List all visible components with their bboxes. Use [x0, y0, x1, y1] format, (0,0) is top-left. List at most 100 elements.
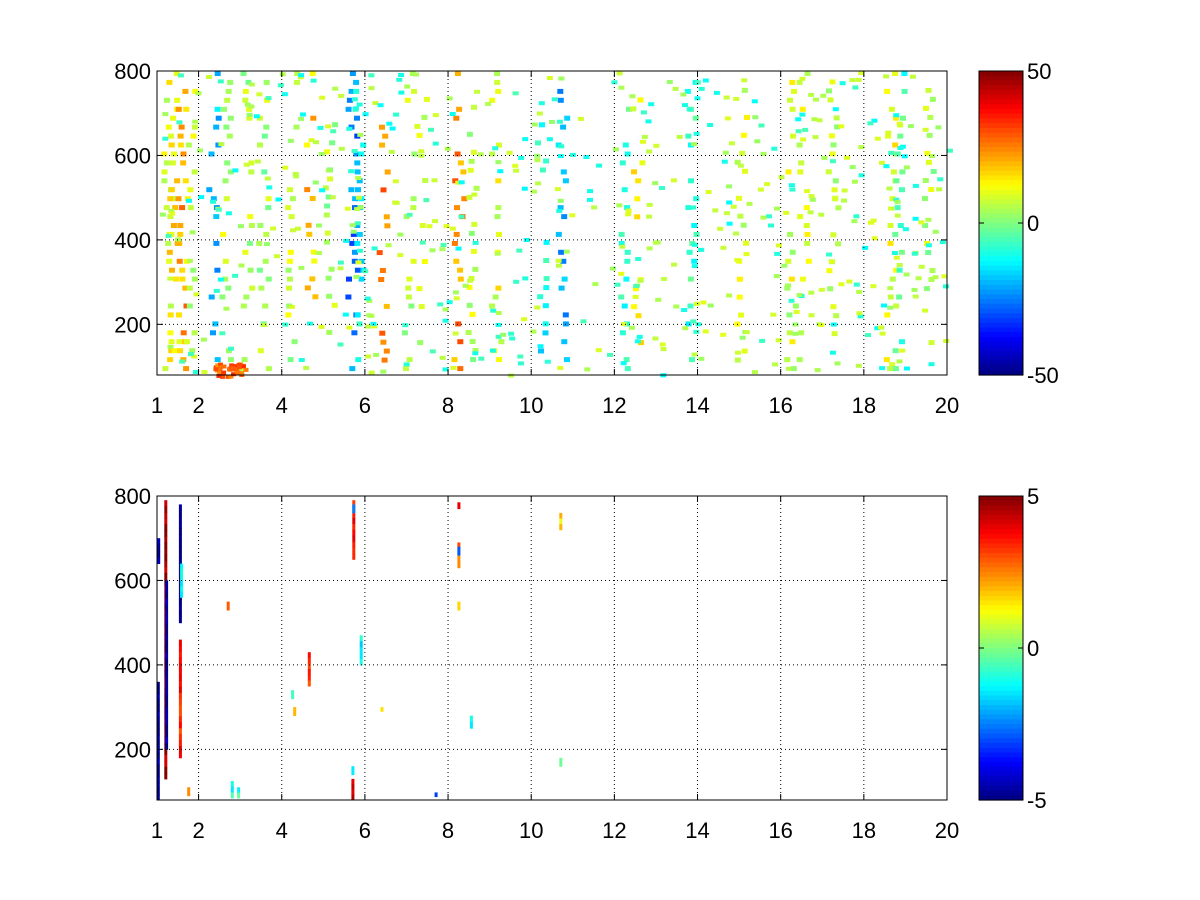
- heatmap-cell: [798, 160, 805, 166]
- colorbar-tick-label: -5: [1027, 788, 1047, 813]
- heatmap-cell: [166, 79, 173, 85]
- heatmap-cell: [456, 106, 463, 112]
- colorbar-band: [979, 686, 1023, 692]
- heatmap-cell: [300, 112, 306, 117]
- axes-frame: [156, 495, 948, 801]
- heatmap-cell: [317, 125, 324, 130]
- heatmap-cell: [165, 616, 169, 624]
- heatmap-cell: [223, 196, 230, 202]
- heatmap-cell: [165, 646, 169, 654]
- heatmap-cell: [886, 186, 893, 191]
- heatmap-cell: [832, 107, 839, 112]
- colorbar-band: [979, 289, 1023, 295]
- heatmap-cell: [257, 142, 263, 148]
- heatmap-cell: [218, 365, 224, 370]
- heatmap-cell: [733, 231, 740, 236]
- heatmap-cell: [352, 512, 356, 519]
- heatmap-cell: [178, 734, 182, 741]
- heatmap-cell: [691, 352, 698, 357]
- heatmap-cell: [368, 370, 375, 375]
- heatmap-cell: [787, 97, 793, 103]
- heatmap-cell: [354, 240, 361, 246]
- heatmap-cell: [406, 357, 413, 363]
- heatmap-cell: [557, 154, 564, 159]
- heatmap-cell: [157, 538, 161, 545]
- heatmap-cell: [217, 371, 223, 375]
- heatmap-cell: [179, 359, 186, 364]
- heatmap-cell: [454, 71, 461, 76]
- heatmap-cell: [292, 171, 299, 176]
- heatmap-cell: [345, 106, 352, 112]
- colorbar-band: [979, 795, 1023, 801]
- heatmap-cell: [165, 731, 169, 738]
- heatmap-cell: [263, 242, 270, 247]
- heatmap-cell: [187, 787, 191, 797]
- heatmap-cell: [351, 149, 358, 153]
- heatmap-cell: [373, 352, 380, 357]
- heatmap-cell: [911, 287, 918, 292]
- heatmap-cell: [178, 599, 182, 606]
- heatmap-cell: [795, 129, 802, 134]
- heatmap-cell: [536, 111, 543, 116]
- heatmap-cell: [495, 160, 502, 165]
- heatmap-cell: [356, 248, 363, 253]
- heatmap-cell: [171, 348, 178, 354]
- colorbar-band: [979, 610, 1023, 616]
- heatmap-cell: [937, 177, 944, 182]
- heatmap-cell: [645, 119, 652, 124]
- heatmap-cell: [846, 279, 853, 284]
- heatmap-cell: [257, 348, 264, 354]
- heatmap-cell: [256, 240, 263, 246]
- heatmap-cell: [925, 250, 932, 255]
- heatmap-cell: [439, 355, 446, 360]
- heatmap-cell: [789, 249, 796, 255]
- heatmap-cell: [168, 208, 175, 213]
- heatmap-cell: [156, 776, 160, 783]
- heatmap-cell: [890, 169, 897, 175]
- heatmap-cell: [309, 196, 316, 201]
- colorbar-band: [979, 538, 1023, 545]
- heatmap-cell: [352, 196, 359, 202]
- heatmap-cell: [788, 183, 795, 188]
- heatmap-cell: [720, 332, 727, 337]
- heatmap-cell: [660, 277, 667, 281]
- heatmap-cell: [364, 296, 371, 301]
- colorbar-tick-label: 50: [1027, 59, 1051, 84]
- heatmap-cell: [622, 142, 629, 148]
- heatmap-cell: [624, 249, 631, 255]
- heatmap-cell: [635, 178, 642, 184]
- heatmap-cell: [239, 371, 244, 376]
- colorbar-band: [979, 337, 1023, 343]
- heatmap-cell: [287, 138, 294, 143]
- heatmap-cell: [224, 160, 231, 166]
- heatmap-cell: [182, 88, 189, 94]
- heatmap-cell: [362, 112, 369, 117]
- colorbar-band: [979, 496, 1023, 502]
- heatmap-cell: [691, 223, 698, 228]
- colorbar-band: [979, 227, 1023, 234]
- heatmap-cell: [164, 566, 168, 574]
- heatmap-cell: [693, 196, 700, 202]
- heatmap-cell: [652, 181, 659, 186]
- heatmap-cell: [442, 318, 449, 323]
- heatmap-cell: [896, 294, 903, 300]
- heatmap-cell: [240, 71, 247, 76]
- heatmap-cell: [841, 188, 848, 193]
- heatmap-cell: [637, 278, 644, 283]
- heatmap-cell: [397, 232, 404, 237]
- heatmap-cell: [249, 285, 256, 291]
- heatmap-cell: [191, 276, 198, 282]
- heatmap-cell: [829, 159, 836, 164]
- heatmap-cell: [156, 788, 160, 795]
- x-tick-label: 8: [442, 393, 454, 418]
- heatmap-cell: [343, 238, 350, 243]
- colorbar-band: [979, 284, 1023, 291]
- heatmap-cell: [307, 663, 311, 670]
- heatmap-cell: [551, 97, 558, 102]
- heatmap-cell: [168, 348, 175, 354]
- colorbar-band: [979, 738, 1023, 744]
- heatmap-cell: [530, 329, 537, 334]
- heatmap-cell: [417, 340, 424, 346]
- heatmap-cell: [472, 351, 479, 356]
- heatmap-cell: [754, 139, 761, 144]
